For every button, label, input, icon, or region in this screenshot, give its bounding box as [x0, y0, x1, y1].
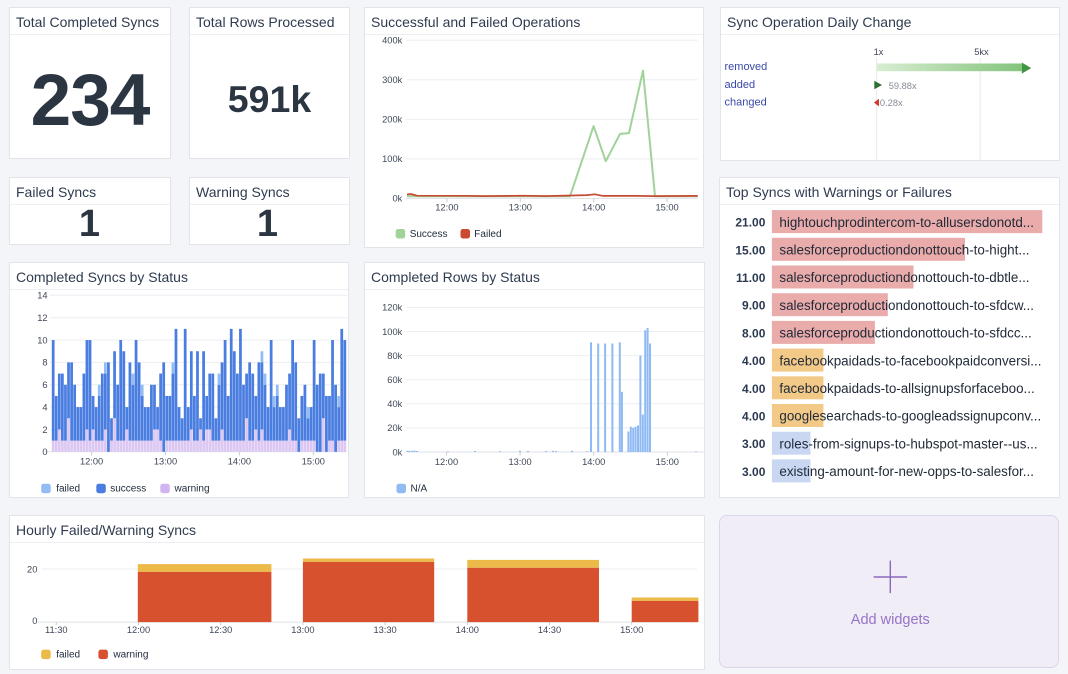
svg-text:11.00: 11.00 [736, 271, 766, 285]
svg-text:14:00: 14:00 [582, 457, 605, 467]
svg-text:4.00: 4.00 [742, 410, 766, 424]
svg-text:100k: 100k [382, 154, 403, 164]
svg-text:failed: failed [56, 484, 80, 495]
svg-text:14:00: 14:00 [456, 625, 479, 635]
svg-text:59.88x: 59.88x [889, 81, 917, 91]
svg-text:4.00: 4.00 [742, 382, 766, 396]
svg-text:Success: Success [410, 229, 448, 240]
svg-text:15:00: 15:00 [620, 625, 643, 635]
svg-text:12: 12 [37, 313, 47, 323]
svg-text:15:00: 15:00 [656, 457, 679, 467]
svg-text:facebookpaidads-to-allsignupsf: facebookpaidads-to-allsignupsforfaceboo.… [779, 381, 1034, 396]
svg-text:20k: 20k [387, 423, 402, 433]
svg-text:13:30: 13:30 [373, 625, 396, 635]
svg-text:15:00: 15:00 [655, 203, 678, 213]
svg-text:400k: 400k [382, 36, 403, 46]
svg-text:warning: warning [174, 484, 210, 495]
svg-text:12:00: 12:00 [435, 457, 458, 467]
svg-text:salesforceproductiondonottouch: salesforceproductiondonottouch-to-dbtle.… [779, 270, 1029, 285]
svg-text:0k: 0k [392, 447, 402, 457]
svg-text:15.00: 15.00 [735, 243, 765, 257]
svg-text:6: 6 [42, 380, 47, 390]
svg-text:Add widgets: Add widgets [851, 612, 930, 628]
svg-text:0: 0 [32, 616, 37, 626]
svg-text:12:00: 12:00 [80, 457, 103, 467]
svg-text:120k: 120k [382, 303, 403, 313]
svg-text:4: 4 [42, 402, 47, 412]
svg-text:12:00: 12:00 [435, 203, 458, 213]
svg-text:warning: warning [112, 649, 148, 660]
svg-text:salesforceproductiondonottouch: salesforceproductiondonottouch-to-hight.… [779, 243, 1029, 258]
svg-text:salesforceproductiondonottouch: salesforceproductiondonottouch-to-sfdcw.… [779, 298, 1034, 313]
svg-text:8.00: 8.00 [742, 326, 766, 340]
svg-text:13:00: 13:00 [508, 457, 531, 467]
svg-text:googlesearchads-to-googleadssi: googlesearchads-to-googleadssignupconv..… [779, 409, 1041, 424]
svg-text:3.00: 3.00 [742, 437, 766, 451]
svg-text:40k: 40k [387, 399, 402, 409]
svg-text:hightouchprodintercom-to-allus: hightouchprodintercom-to-allusersdonotd.… [779, 215, 1034, 230]
svg-text:80k: 80k [387, 351, 402, 361]
svg-text:8: 8 [42, 358, 47, 368]
svg-text:21.00: 21.00 [735, 216, 765, 230]
svg-text:13:00: 13:00 [154, 457, 177, 467]
svg-text:200k: 200k [382, 115, 403, 125]
svg-text:100k: 100k [382, 327, 403, 337]
svg-text:roles-from-signups-to-hubspot-: roles-from-signups-to-hubspot-master--us… [779, 436, 1037, 451]
svg-text:facebookpaidads-to-facebookpai: facebookpaidads-to-facebookpaidconversi.… [779, 353, 1041, 368]
svg-text:success: success [110, 484, 146, 495]
svg-text:removed: removed [725, 61, 768, 73]
svg-text:2: 2 [42, 425, 47, 435]
svg-text:changed: changed [725, 96, 767, 108]
svg-text:0k: 0k [392, 194, 402, 204]
svg-text:300k: 300k [382, 75, 403, 85]
svg-text:10: 10 [37, 335, 47, 345]
svg-text:salesforceproductiondonottouch: salesforceproductiondonottouch-to-sfdcc.… [779, 326, 1031, 341]
svg-text:Failed: Failed [474, 229, 501, 240]
svg-text:14:00: 14:00 [582, 203, 605, 213]
svg-text:13:00: 13:00 [291, 625, 314, 635]
svg-text:12:30: 12:30 [209, 625, 232, 635]
svg-text:60k: 60k [387, 375, 402, 385]
svg-text:14: 14 [37, 291, 47, 301]
svg-text:9.00: 9.00 [742, 299, 766, 313]
svg-text:added: added [725, 79, 756, 91]
svg-text:failed: failed [56, 649, 80, 660]
svg-text:0: 0 [42, 447, 47, 457]
svg-text:1x: 1x [874, 47, 884, 57]
svg-text:3.00: 3.00 [742, 465, 766, 479]
svg-text:0.28x: 0.28x [880, 98, 903, 108]
svg-text:12:00: 12:00 [127, 625, 150, 635]
svg-text:14:30: 14:30 [538, 625, 561, 635]
svg-text:5kx: 5kx [974, 47, 989, 57]
svg-text:11:30: 11:30 [45, 625, 68, 635]
svg-text:existing-amount-for-new-opps-t: existing-amount-for-new-opps-to-salesfor… [779, 464, 1034, 479]
svg-text:13:00: 13:00 [509, 203, 532, 213]
svg-text:4.00: 4.00 [742, 354, 766, 368]
svg-text:14:00: 14:00 [228, 457, 251, 467]
svg-text:20: 20 [27, 565, 37, 575]
svg-text:15:00: 15:00 [302, 457, 325, 467]
svg-text:N/A: N/A [411, 484, 428, 495]
